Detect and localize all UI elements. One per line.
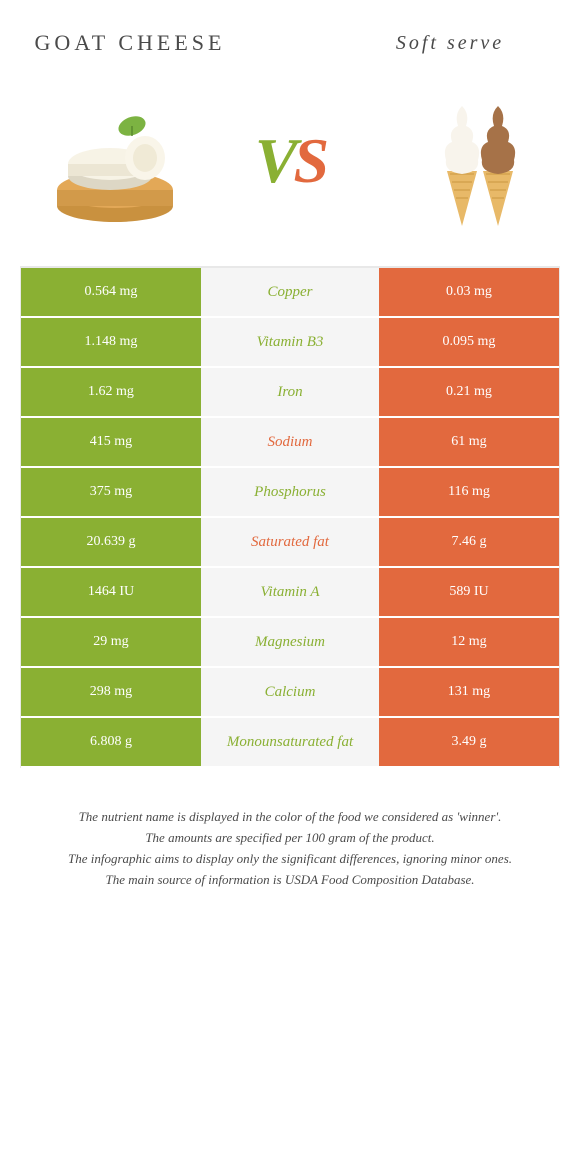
footer-line: The main source of information is USDA F… bbox=[30, 871, 550, 890]
table-row: 375 mgPhosphorus116 mg bbox=[21, 468, 559, 518]
cell-label: Magnesium bbox=[201, 618, 379, 666]
table-row: 1.62 mgIron0.21 mg bbox=[21, 368, 559, 418]
comparison-table: 0.564 mgCopper0.03 mg1.148 mgVitamin B30… bbox=[20, 266, 560, 768]
cell-label: Sodium bbox=[201, 418, 379, 466]
footer-line: The infographic aims to display only the… bbox=[30, 850, 550, 869]
table-row: 0.564 mgCopper0.03 mg bbox=[21, 268, 559, 318]
cell-left: 1.148 mg bbox=[21, 318, 201, 366]
food-title-left: GOAT CHEESE bbox=[30, 30, 230, 56]
cell-label: Iron bbox=[201, 368, 379, 416]
footer-line: The amounts are specified per 100 gram o… bbox=[30, 829, 550, 848]
cell-label: Copper bbox=[201, 268, 379, 316]
cell-left: 298 mg bbox=[21, 668, 201, 716]
footer-line: The nutrient name is displayed in the co… bbox=[30, 808, 550, 827]
header: GOAT CHEESE Soft serve bbox=[0, 0, 580, 66]
cell-right: 61 mg bbox=[379, 418, 559, 466]
cell-right: 116 mg bbox=[379, 468, 559, 516]
cell-right: 0.03 mg bbox=[379, 268, 559, 316]
cell-label: Saturated fat bbox=[201, 518, 379, 566]
cell-label: Calcium bbox=[201, 668, 379, 716]
cell-left: 1.62 mg bbox=[21, 368, 201, 416]
cell-label: Monounsaturated fat bbox=[201, 718, 379, 766]
table-row: 20.639 gSaturated fat7.46 g bbox=[21, 518, 559, 568]
vs-badge: VS bbox=[230, 121, 350, 201]
table-row: 298 mgCalcium131 mg bbox=[21, 668, 559, 718]
food-image-left bbox=[40, 86, 190, 236]
table-row: 29 mgMagnesium12 mg bbox=[21, 618, 559, 668]
cell-left: 20.639 g bbox=[21, 518, 201, 566]
table-row: 1464 IUVitamin A589 IU bbox=[21, 568, 559, 618]
cell-right: 0.21 mg bbox=[379, 368, 559, 416]
cell-label: Vitamin A bbox=[201, 568, 379, 616]
cell-right: 589 IU bbox=[379, 568, 559, 616]
table-row: 6.808 gMonounsaturated fat3.49 g bbox=[21, 718, 559, 768]
table-row: 415 mgSodium61 mg bbox=[21, 418, 559, 468]
food-image-right bbox=[390, 86, 540, 236]
cell-left: 0.564 mg bbox=[21, 268, 201, 316]
cell-left: 29 mg bbox=[21, 618, 201, 666]
vs-row: VS bbox=[0, 66, 580, 266]
table-row: 1.148 mgVitamin B30.095 mg bbox=[21, 318, 559, 368]
cell-left: 415 mg bbox=[21, 418, 201, 466]
cell-left: 375 mg bbox=[21, 468, 201, 516]
cell-label: Phosphorus bbox=[201, 468, 379, 516]
cell-right: 12 mg bbox=[379, 618, 559, 666]
vs-s-letter: S bbox=[294, 124, 326, 198]
cell-label: Vitamin B3 bbox=[201, 318, 379, 366]
cell-left: 6.808 g bbox=[21, 718, 201, 766]
vs-v-letter: V bbox=[255, 124, 294, 198]
cell-right: 7.46 g bbox=[379, 518, 559, 566]
footer-notes: The nutrient name is displayed in the co… bbox=[30, 808, 550, 889]
cell-left: 1464 IU bbox=[21, 568, 201, 616]
cell-right: 3.49 g bbox=[379, 718, 559, 766]
cell-right: 0.095 mg bbox=[379, 318, 559, 366]
food-title-right: Soft serve bbox=[350, 32, 550, 55]
cell-right: 131 mg bbox=[379, 668, 559, 716]
